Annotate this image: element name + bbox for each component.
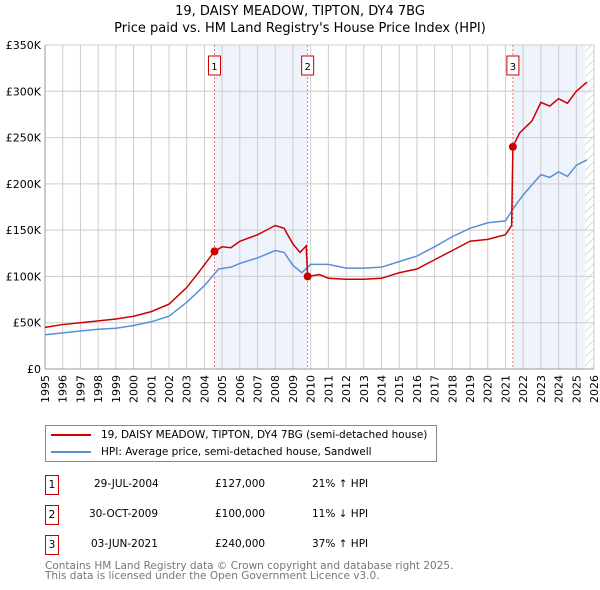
footer-licence: This data is licensed under the Open Gov… [45,570,380,582]
x-tick-label: 2002 [163,375,176,403]
x-tick-label: 2025 [570,375,583,403]
sale-marker-badge: 2 [45,505,59,525]
sale-point [210,247,219,256]
legend: 19, DAISY MEADOW, TIPTON, DY4 7BG (semi-… [45,425,437,462]
sale-row: 2 30-OCT-2009 £100,000 11% ↓ HPI [45,505,445,525]
y-tick-label: £150K [6,224,42,237]
x-tick-label: 2022 [517,375,530,403]
sale-point [508,142,517,151]
x-tick-label: 2005 [216,375,229,403]
x-tick-label: 2020 [482,375,495,403]
sale-price: £240,000 [215,538,266,550]
x-tick-label: 2014 [375,375,388,403]
sale-marker-label: 3 [510,62,516,73]
footer-copyright: Contains HM Land Registry data © Crown c… [45,560,454,572]
sale-hpi-diff: 37% ↑ HPI [312,538,369,550]
x-tick-label: 2018 [446,375,459,403]
x-tick-label: 2003 [181,375,194,403]
x-tick-label: 1995 [39,375,52,403]
x-tick-label: 2017 [429,375,442,403]
y-tick-label: £350K [6,39,42,52]
sale-marker-label: 1 [211,62,217,73]
x-tick-label: 2010 [305,375,318,403]
sale-point [303,272,312,281]
legend-label-hpi: HPI: Average price, semi-detached house,… [101,446,372,458]
sale-hpi-diff: 11% ↓ HPI [312,508,369,520]
price-chart: 1995 1996 1997 1998 1999 2000 2001 2002 2003 2004… [6,39,600,403]
x-tick-label: 2024 [553,375,566,403]
x-tick-label: 2009 [287,375,300,403]
x-tick-label: 2023 [535,375,548,403]
sale-hpi-diff: 21% ↑ HPI [312,478,369,490]
series-line [44,81,588,329]
x-tick-label: 2015 [393,375,406,403]
x-tick-label: 1998 [92,375,105,403]
sale-date: 03-JUN-2021 [91,538,158,550]
sale-price: £100,000 [215,508,266,520]
sale-marker-badge: 1 [45,475,59,495]
x-tick-label: 2004 [198,375,211,403]
y-tick-label: £0 [27,363,41,376]
y-tick-label: £300K [6,85,42,98]
forecast-hatch [585,45,594,369]
x-tick-label: 2012 [340,375,353,403]
legend-label-property: 19, DAISY MEADOW, TIPTON, DY4 7BG (semi-… [101,429,428,441]
x-tick-label: 2021 [499,375,512,403]
footer: Contains HM Land Registry data © Crown c… [45,560,454,582]
sale-date: 30-OCT-2009 [89,508,158,520]
sale-marker-label: 2 [304,62,310,73]
sale-marker-badge: 3 [45,535,59,555]
x-tick-label: 1997 [74,375,87,403]
y-tick-label: £100K [6,270,42,283]
sale-marker-box [301,55,315,76]
sale-row: 1 29-JUL-2004 £127,000 21% ↑ HPI [45,475,445,495]
x-tick-label: 1996 [57,375,70,403]
series-line [44,159,588,336]
chart-title: 19, DAISY MEADOW, TIPTON, DY4 7BG [175,4,425,19]
x-tick-label: 2019 [464,375,477,403]
x-tick-label: 2011 [322,375,335,403]
legend-swatch-hpi [51,451,91,453]
y-tick-label: £200K [6,178,42,191]
x-tick-label: 2007 [252,375,265,403]
shaded-period [512,45,586,369]
sale-marker-box [506,55,520,76]
legend-swatch-property [51,434,91,436]
x-tick-label: 2000 [128,375,141,403]
x-tick-label: 2008 [269,375,282,403]
x-tick-label: 1999 [110,375,123,403]
x-tick-label: 2013 [358,375,371,403]
y-tick-label: £250K [6,132,42,145]
sale-date: 29-JUL-2004 [94,478,159,490]
x-tick-label: 2016 [411,375,424,403]
sale-price: £127,000 [215,478,266,490]
x-tick-label: 2006 [234,375,247,403]
chart-subtitle: Price paid vs. HM Land Registry's House … [114,21,486,36]
shaded-period [214,45,308,369]
x-tick-label: 2001 [145,375,158,403]
y-tick-label: £50K [13,317,42,330]
sale-row: 3 03-JUN-2021 £240,000 37% ↑ HPI [45,535,445,555]
sale-marker-box [207,55,221,76]
x-tick-label: 2026 [588,375,600,403]
